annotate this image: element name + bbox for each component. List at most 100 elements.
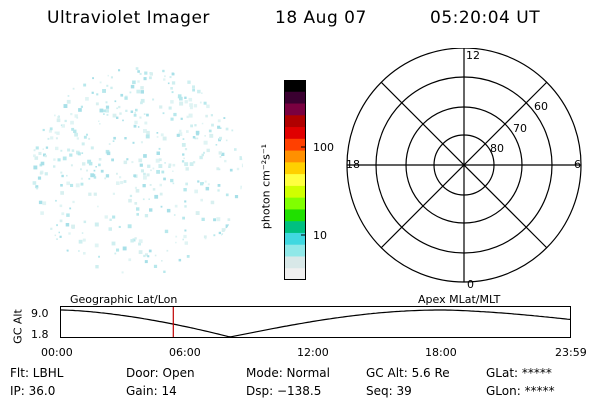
speckle [67, 95, 70, 97]
speckle [33, 154, 36, 158]
speckle [190, 124, 193, 128]
speckle [138, 239, 143, 244]
speckle [91, 91, 94, 94]
speckle [43, 153, 46, 157]
y-tick-9: 9.0 [31, 307, 49, 320]
speckle [128, 198, 132, 203]
x-tick-1800: 18:00 [425, 346, 457, 359]
speckle [184, 241, 188, 245]
speckle [106, 84, 109, 87]
speckle [181, 160, 185, 163]
speckle [99, 123, 101, 125]
speckle [159, 192, 163, 196]
colorbar-band [284, 150, 306, 163]
speckle [175, 235, 178, 238]
speckle [143, 254, 146, 258]
speckle [100, 169, 104, 173]
speckle [80, 177, 83, 180]
speckle [145, 134, 150, 139]
speckle [81, 142, 85, 146]
speckle [85, 97, 89, 101]
speckle [217, 189, 220, 192]
speckle [156, 136, 159, 138]
speckle [122, 246, 127, 251]
speckle [57, 158, 61, 162]
speckle [201, 153, 204, 157]
speckle [118, 225, 121, 228]
speckle [32, 181, 37, 185]
speckle [35, 185, 39, 189]
speckle [173, 214, 176, 216]
speckle [83, 220, 87, 224]
speckle [162, 112, 165, 115]
instrument-title: Ultraviolet Imager [47, 8, 210, 28]
colorbar-band [284, 221, 306, 234]
speckle [104, 215, 108, 219]
speckle [236, 167, 240, 171]
speckle [96, 93, 99, 96]
glat-status: GLat: ***** [486, 366, 552, 380]
speckle [44, 154, 47, 158]
speckle [123, 160, 128, 165]
speckle [55, 146, 59, 151]
speckle [209, 133, 214, 138]
speckle [38, 151, 42, 155]
uv-image-disc [32, 67, 243, 274]
speckle [234, 195, 239, 199]
speckle [132, 141, 135, 144]
speckle [170, 178, 174, 183]
speckle [203, 151, 205, 154]
speckle [119, 176, 122, 179]
speckle [119, 112, 122, 115]
speckle [201, 182, 204, 185]
speckle [145, 253, 148, 257]
speckle [83, 83, 87, 87]
speckle [71, 149, 75, 152]
speckle [86, 133, 88, 136]
speckle [149, 208, 153, 212]
speckle [186, 255, 190, 258]
speckle [168, 106, 172, 110]
speckle [149, 76, 152, 80]
speckle [150, 169, 152, 172]
speckle [206, 104, 210, 109]
gc-alt-status: GC Alt: 5.6 Re [366, 366, 450, 380]
speckle [200, 182, 204, 186]
speckle [36, 187, 39, 190]
speckle [88, 192, 92, 196]
speckle [97, 205, 99, 208]
speckle [98, 255, 100, 258]
speckle [199, 101, 202, 104]
speckle [80, 182, 84, 186]
speckle [50, 136, 54, 140]
y-tick-1-8: 1.8 [31, 328, 49, 341]
speckle [143, 175, 147, 180]
speckle [140, 86, 144, 90]
speckle [50, 227, 53, 230]
speckle [221, 228, 226, 232]
speckle [154, 254, 157, 257]
speckle [63, 104, 68, 108]
speckle [86, 169, 88, 172]
speckle [59, 219, 63, 223]
speckle [216, 217, 221, 222]
speckle [108, 227, 112, 231]
speckle [206, 148, 210, 153]
speckle [74, 114, 78, 118]
speckle [204, 135, 206, 137]
speckle [105, 174, 110, 178]
speckle [225, 193, 229, 197]
speckle [225, 139, 228, 142]
speckle [223, 117, 226, 119]
speckle [112, 192, 115, 195]
speckle [192, 85, 195, 89]
speckle [95, 166, 97, 168]
speckle [48, 129, 52, 133]
speckle [155, 158, 160, 163]
speckle [197, 180, 200, 183]
speckle [56, 131, 60, 135]
x-tick-0600: 06:00 [169, 346, 201, 359]
speckle [81, 232, 84, 234]
speckle [54, 131, 57, 134]
speckle [60, 191, 64, 195]
